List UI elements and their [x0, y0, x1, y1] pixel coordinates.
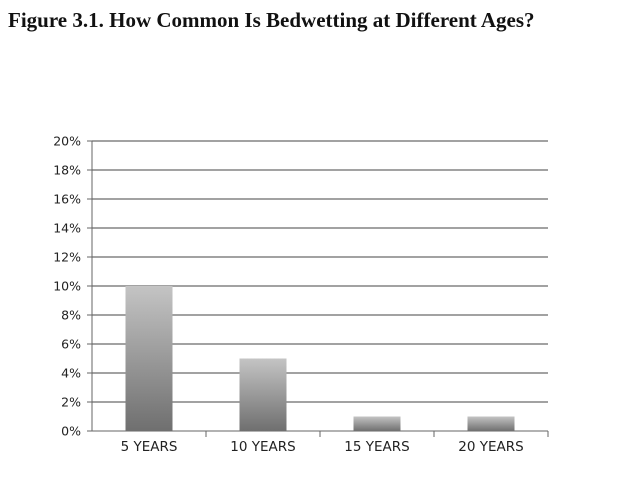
bar	[125, 286, 173, 431]
y-tick-label: 12%	[53, 250, 81, 265]
y-tick-label: 4%	[61, 366, 81, 381]
y-tick-label: 8%	[61, 308, 81, 323]
bar	[239, 358, 287, 431]
y-tick-label: 2%	[61, 395, 81, 410]
bar	[353, 416, 401, 431]
y-tick-label: 16%	[53, 192, 81, 207]
x-category-labels: 5 YEARS 10 YEARS 15 YEARS 20 YEARS	[121, 439, 524, 455]
x-category-label: 15 YEARS	[344, 439, 409, 455]
figure-title: Figure 3.1. How Common Is Bedwetting at …	[8, 8, 535, 32]
x-category-label: 5 YEARS	[121, 439, 178, 455]
x-category-label: 20 YEARS	[458, 439, 523, 455]
y-tick-label: 14%	[53, 221, 81, 236]
y-tick-label: 10%	[53, 279, 81, 294]
y-tick-label: 0%	[61, 424, 81, 439]
y-tick-label: 20%	[53, 134, 81, 149]
bars	[125, 286, 515, 431]
bar	[467, 416, 515, 431]
y-tick-labels: 0% 2% 4% 6% 8% 10% 12% 14% 16% 18% 20%	[53, 134, 81, 439]
y-tick-label: 18%	[53, 163, 81, 178]
x-category-label: 10 YEARS	[230, 439, 295, 455]
y-tick-label: 6%	[61, 337, 81, 352]
